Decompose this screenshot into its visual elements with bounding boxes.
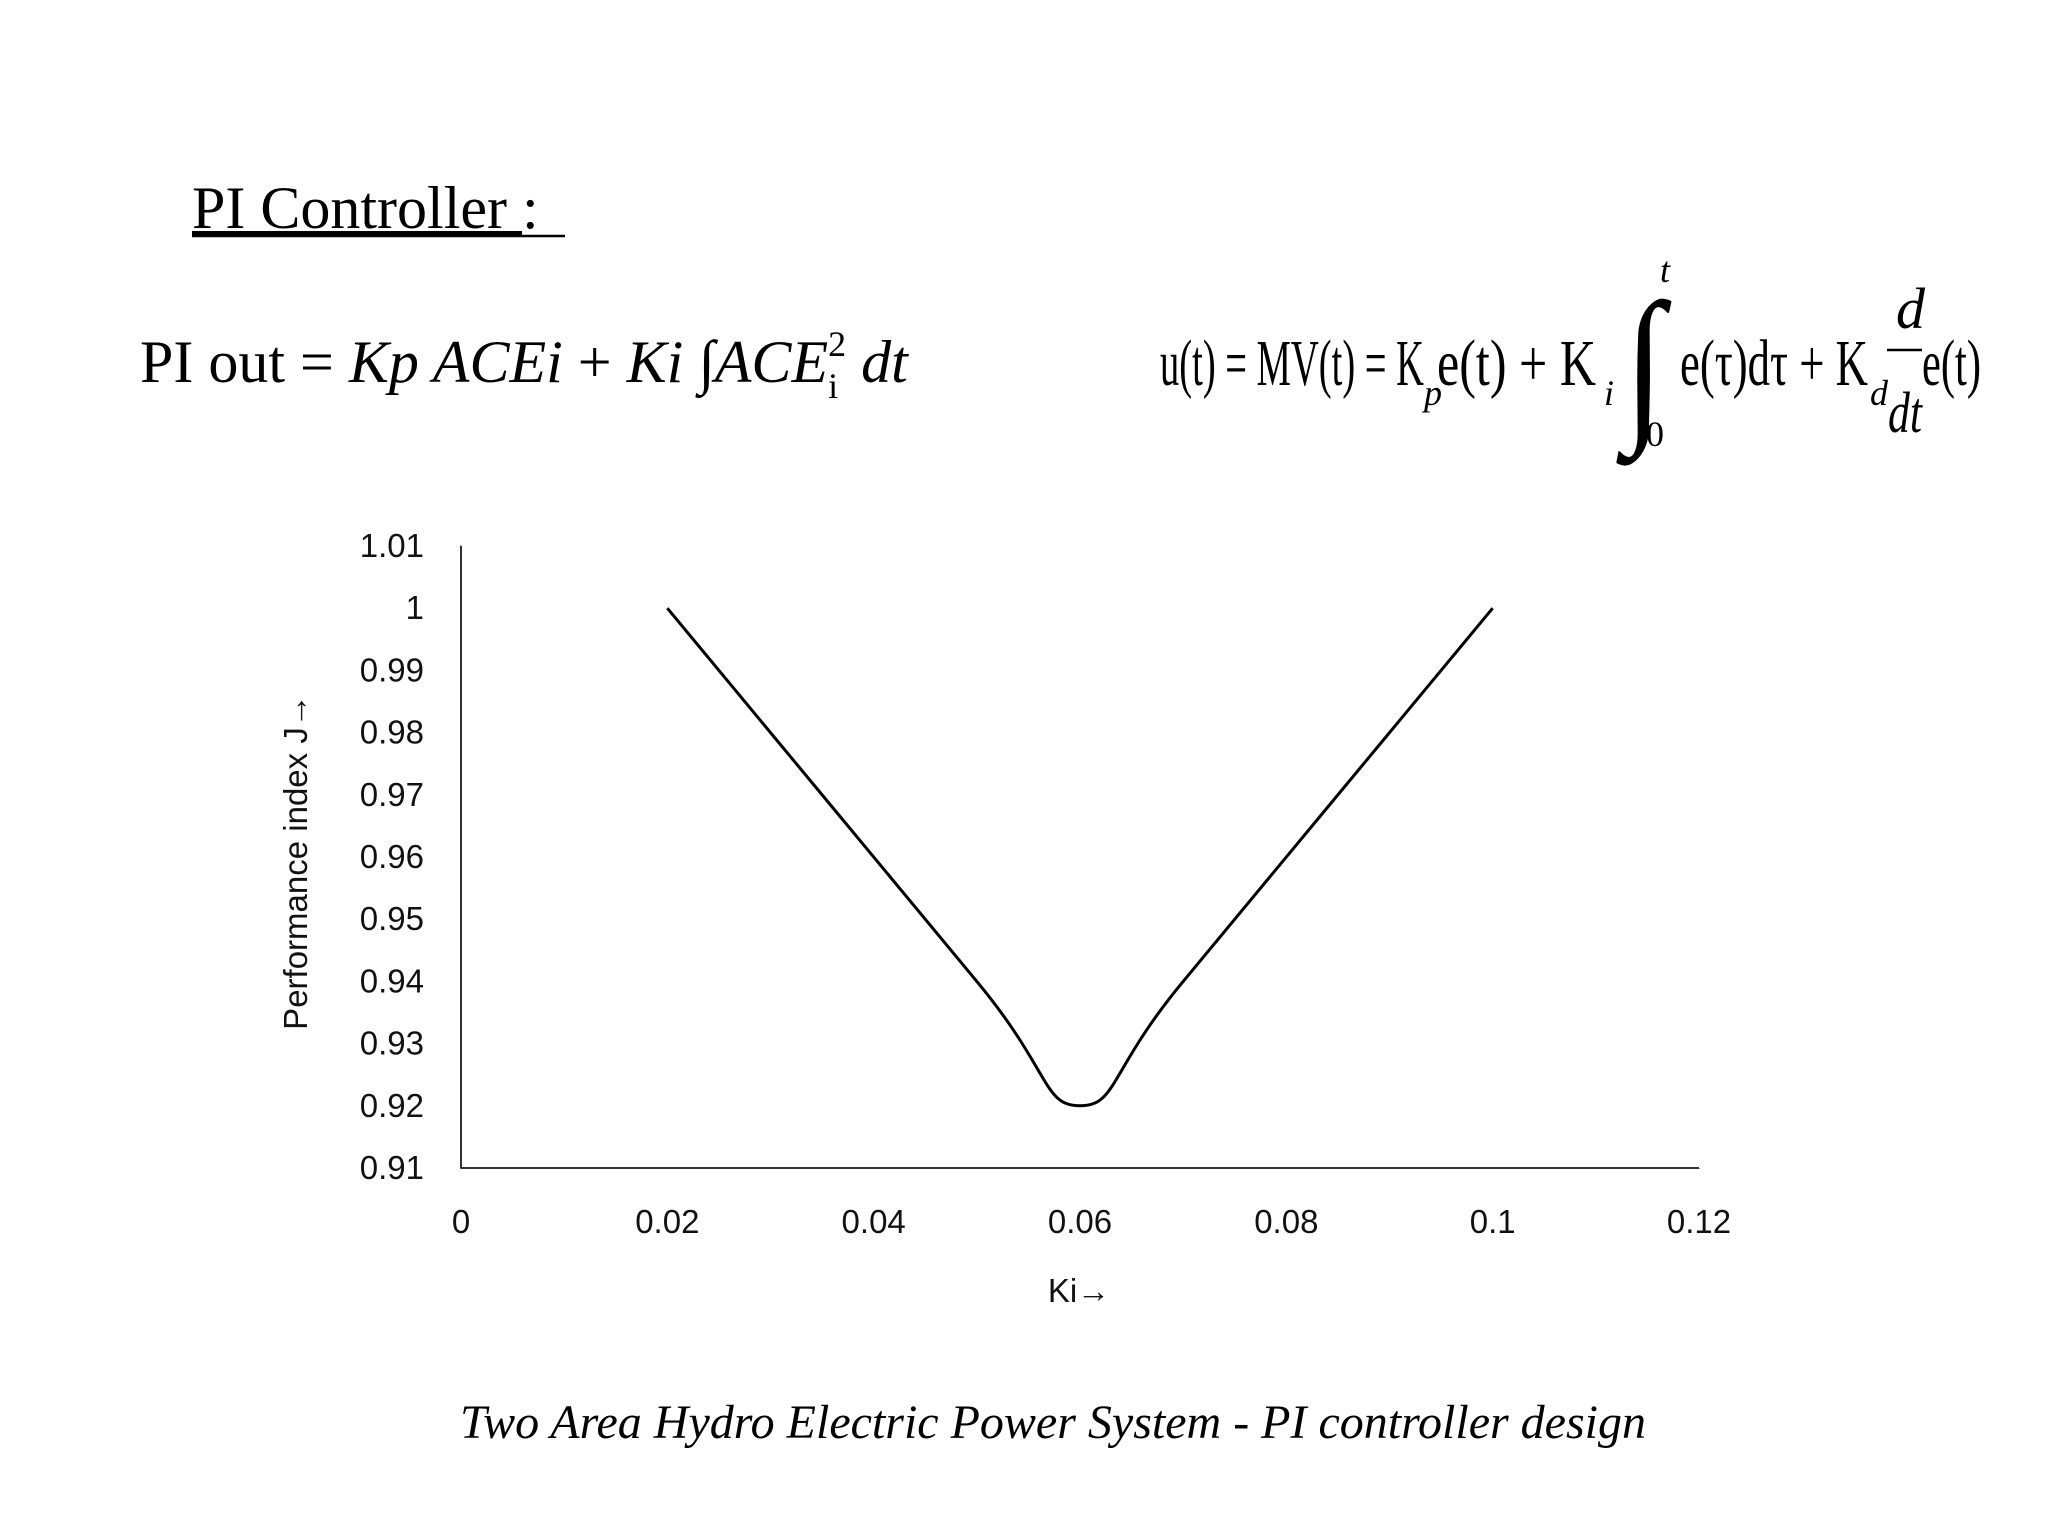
integral-sign: ∫	[1615, 269, 1672, 466]
formula-part: ACE	[711, 329, 828, 395]
x-tick-label: 0.08	[1254, 1203, 1318, 1240]
formula-part: ∫	[695, 329, 718, 399]
x-tick-label: 0.04	[842, 1203, 906, 1240]
y-tick-label: 0.95	[360, 900, 424, 937]
formula-part: Kp ACEi	[348, 329, 563, 395]
formula-left: PI out = Kp ACEi + Ki ∫ACEi2 dt	[140, 324, 909, 406]
formula-sub: i	[1604, 373, 1614, 413]
fraction-den: dt	[1888, 380, 1923, 445]
y-tick-label: 0.94	[360, 962, 424, 999]
formula-sub: i	[828, 366, 838, 406]
y-tick-label: 1	[406, 589, 424, 626]
heading-text: PI Controller	[192, 175, 522, 241]
y-tick-label: 0.98	[360, 714, 424, 751]
x-tick-label: 0.1	[1470, 1203, 1516, 1240]
formula-part: e(τ)dτ + K	[1680, 327, 1868, 400]
formula-part: +	[563, 329, 627, 395]
formula-sub: p	[1421, 373, 1442, 413]
formula-part: u(t) = MV(t) = K	[1160, 327, 1424, 400]
x-tick-label: 0	[452, 1203, 470, 1240]
y-tick-label: 0.96	[360, 838, 424, 875]
y-tick-label: 1.01	[360, 527, 424, 564]
y-tick-label: 0.97	[360, 776, 424, 813]
formula-right: u(t) = MV(t) = K p e(t) + K i ∫ 0 t e(τ)…	[1160, 250, 1981, 466]
integral-upper: t	[1660, 250, 1671, 290]
integral-lower: 0	[1646, 414, 1664, 454]
heading-colon: :	[522, 175, 539, 241]
y-tick-label: 0.92	[360, 1087, 424, 1124]
formula-part: dt	[846, 329, 909, 395]
formula-sup: 2	[828, 324, 846, 364]
y-tick-label: 0.91	[360, 1149, 424, 1186]
x-axis-label: Ki→	[1048, 1272, 1110, 1309]
formula-part: Ki	[626, 329, 699, 395]
formula-part: PI out =	[140, 329, 349, 395]
y-tick-label: 0.99	[360, 651, 424, 688]
formula-part: e(t)	[1922, 327, 1981, 400]
x-tick-label: 0.06	[1048, 1203, 1112, 1240]
y-tick-label: 0.93	[360, 1025, 424, 1062]
x-tick-label: 0.02	[635, 1203, 699, 1240]
y-axis-label: Performance index J→	[277, 694, 314, 1030]
chart: 0.91 0.92 0.93 0.94 0.95 0.96 0.97 0.98 0.99 1 1.0…	[277, 527, 1731, 1309]
heading: PI Controller :	[192, 175, 539, 241]
fraction-num: d	[1896, 276, 1926, 341]
x-tick-label: 0.12	[1667, 1203, 1731, 1240]
data-line	[666, 607, 1494, 1108]
formula-sub: d	[1870, 373, 1889, 413]
caption: Two Area Hydro Electric Power System - P…	[460, 1396, 1646, 1449]
formula-part: e(t) + K	[1437, 327, 1596, 400]
